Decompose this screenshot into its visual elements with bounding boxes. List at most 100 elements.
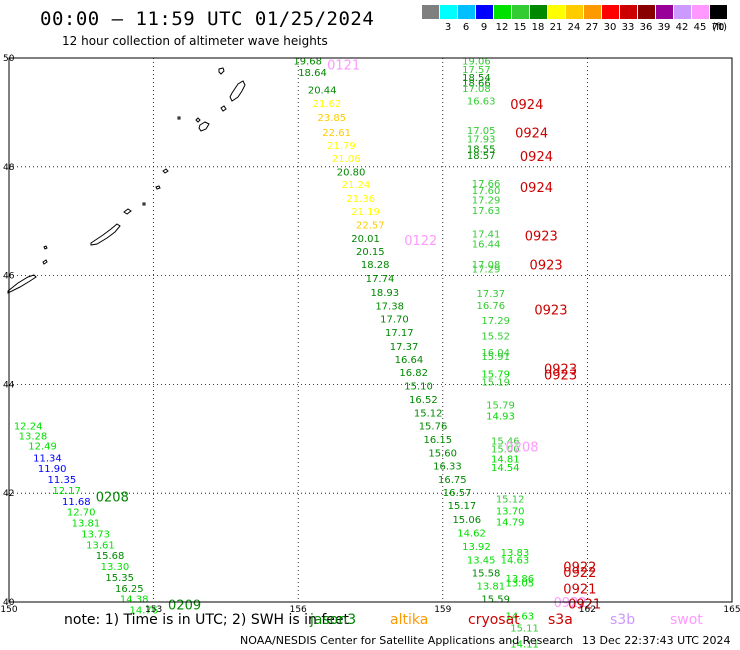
legend-label: 36 [639, 22, 653, 33]
wave-height-value: 21.19 [351, 207, 380, 218]
wave-height-value: 17.37 [390, 342, 419, 353]
legend-swatch [656, 5, 673, 19]
legend-swatch [620, 5, 637, 19]
satellite-swot: swot [670, 612, 703, 628]
wave-height-value: 15.12 [414, 409, 443, 420]
legend-swatch [566, 5, 583, 19]
wave-height-value: 18.55 [467, 144, 496, 155]
wave-height-value: 13.81 [72, 519, 101, 530]
wave-height-value: 21.24 [342, 180, 371, 191]
wave-height-value: 15.19 [481, 378, 510, 389]
pass-time-label: 0208 [505, 440, 538, 455]
wave-height-value: 13.45 [467, 556, 496, 567]
pass-time-labels: 0121092409240924092409230122092309230923… [96, 59, 601, 614]
wave-height-value: 17.38 [375, 302, 404, 313]
wave-height-value: 15.12 [496, 495, 525, 506]
wave-height-value: 13.30 [101, 562, 130, 573]
track-west: 12.2413.2812.4911.3411.9011.3512.1711.68… [14, 422, 158, 617]
wave-height-value: 17.57 [462, 65, 491, 76]
wave-height-value: 15.59 [481, 595, 510, 606]
wave-height-value: 12.24 [14, 422, 43, 433]
wave-height-value: 17.29 [481, 316, 510, 327]
island-7 [155, 185, 161, 190]
wave-height-value: 13.70 [496, 507, 525, 518]
lat-lon-grid [8, 57, 733, 603]
satellite-s3a: s3a [548, 612, 573, 628]
wave-height-value: 17.37 [477, 289, 506, 300]
legend-swatch [512, 5, 529, 19]
legend-swatch [476, 5, 493, 19]
wave-height-value: 22.57 [356, 220, 385, 231]
wave-height-value: 17.41 [472, 230, 501, 241]
wave-height-value: 17.08 [472, 260, 501, 271]
wave-height-value: 12.49 [28, 441, 57, 452]
wave-height-value: 18.64 [298, 68, 327, 79]
legend-label: 9 [480, 22, 488, 33]
pass-time-label: 0923 [530, 259, 563, 274]
wave-height-value: 15.52 [481, 331, 510, 342]
legend-label: 21 [549, 22, 563, 33]
pass-time-label: 0923 [544, 363, 577, 378]
wave-height-value: 13.28 [19, 432, 48, 443]
legend-label: 24 [567, 22, 581, 33]
wave-height-value: 15.91 [481, 352, 510, 363]
wave-height-value: 21.06 [332, 154, 361, 165]
island-5 [195, 117, 201, 123]
wave-height-value: 11.35 [48, 475, 77, 486]
lon-tick-label: 153 [145, 605, 162, 615]
footer-timestamp: 13 Dec 22:37:43 UTC 2024 [582, 634, 731, 647]
legend-swatch [584, 5, 601, 19]
wave-height-value: 17.66 [472, 179, 501, 190]
wave-height-value: 11.68 [62, 497, 91, 508]
wave-height-value: 12.70 [67, 508, 96, 519]
island-12 [43, 245, 48, 250]
wave-height-value: 15.60 [428, 448, 457, 459]
wave-height-value: 14.81 [491, 454, 520, 465]
pass-time-label: 0924 [520, 181, 553, 196]
chart-title: 00:00 – 11:59 UTC 01/25/2024 [40, 8, 375, 30]
pass-time-label: 0921 [568, 598, 601, 613]
wave-height-value: 18.57 [467, 151, 496, 162]
wave-height-value: 16.75 [438, 475, 467, 486]
wave-height-value: 17.29 [472, 265, 501, 276]
wave-height-value: 18.93 [371, 288, 400, 299]
lon-tick-label: 156 [290, 605, 307, 615]
wave-height-value: 15.17 [448, 501, 477, 512]
legend-label: 15 [513, 22, 527, 33]
lat-tick-label: 40 [3, 598, 15, 608]
legend-label: 33 [621, 22, 635, 33]
island-11 [90, 223, 121, 246]
pass-time-label: 0924 [520, 150, 553, 165]
wave-height-value: 20.80 [337, 168, 366, 179]
wave-height-value: 15.79 [486, 401, 515, 412]
wave-height-value: 16.57 [443, 488, 472, 499]
wave-height-value: 16.64 [395, 355, 424, 366]
pass-time-label: 0924 [510, 98, 543, 113]
wave-height-value: 17.93 [467, 135, 496, 146]
altimeter-tracks: 19.0617.5718.5418.6617.0816.6317.0517.93… [14, 57, 539, 650]
wave-height-value: 13.05 [505, 578, 534, 589]
island-10 [123, 208, 132, 215]
wave-height-value: 11.90 [38, 464, 67, 475]
wave-height-value: 14.54 [491, 463, 520, 474]
wave-height-value: 13.81 [477, 582, 506, 593]
wave-height-value: 15.58 [472, 569, 501, 580]
wave-height-value: 15.35 [105, 573, 134, 584]
legend-swatch [458, 5, 475, 19]
wave-height-value: 13.73 [81, 529, 110, 540]
wave-height-value: 11.34 [33, 453, 62, 464]
pass-time-label: 0922 [554, 596, 587, 611]
wave-height-value: 16.44 [472, 240, 501, 251]
track-east: 19.0617.5718.5418.6617.0816.6317.0517.93… [462, 57, 539, 650]
wave-height-value: 20.01 [351, 234, 380, 245]
legend-label: 12 [495, 22, 509, 33]
wave-height-value: 15.00 [491, 445, 520, 456]
wave-height-value: 16.82 [399, 368, 428, 379]
wave-height-value: 12.17 [52, 486, 81, 497]
wave-height-value: 16.04 [481, 348, 510, 359]
wave-height-value: 14.11 [510, 639, 539, 650]
pass-time-label: 0922 [563, 561, 596, 576]
wave-height-value: 16.63 [467, 96, 496, 107]
